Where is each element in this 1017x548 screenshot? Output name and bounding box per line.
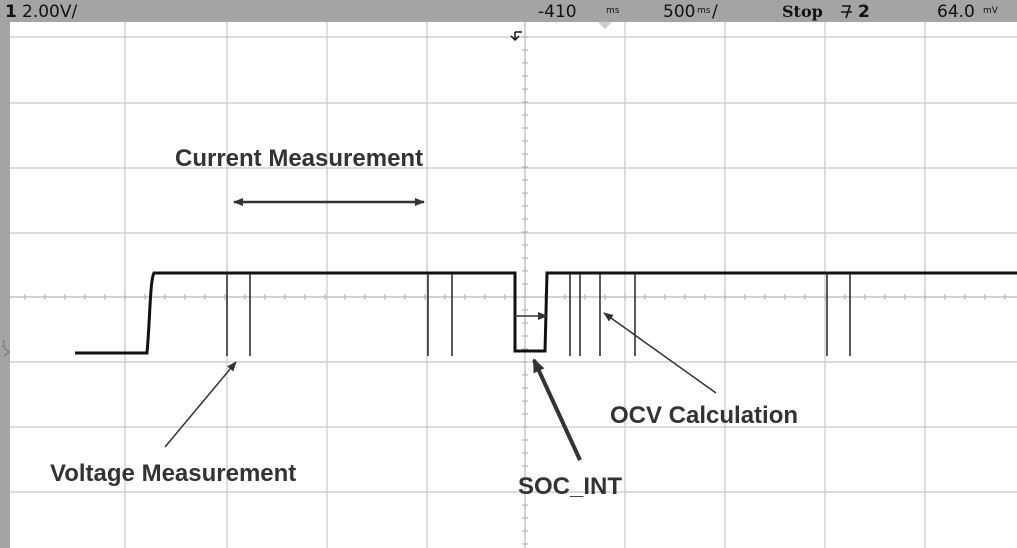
- ocv-label: OCV Calculation: [610, 402, 798, 429]
- delay-value: -410: [538, 2, 577, 22]
- trigger-position-icon: [510, 31, 522, 42]
- current-label: Current Measurement: [175, 145, 423, 172]
- vertical-scale: 2.00V/: [22, 2, 77, 22]
- trigger-slope-icon: [841, 5, 852, 19]
- run-state: Stop: [782, 2, 823, 21]
- soc-label: SOC_INT: [518, 473, 622, 500]
- timebase-suffix: /: [712, 2, 718, 22]
- left-strip: [0, 22, 10, 548]
- status-bar: [0, 0, 1017, 22]
- voltage-arrow: [164, 361, 237, 448]
- soc-arrow: [532, 358, 582, 461]
- trigger-channel: 2: [858, 2, 870, 22]
- grid: [10, 22, 1017, 548]
- spikes: [226, 273, 851, 356]
- waveform: [75, 271, 1017, 355]
- delay-marker: [598, 22, 612, 29]
- trigger-level-unit: mV: [983, 6, 999, 16]
- timebase-value: 500: [663, 2, 695, 22]
- timebase-unit: ms: [697, 6, 711, 16]
- ocv-arrow: [603, 312, 717, 394]
- axis-ticks: [24, 36, 1006, 545]
- delay-unit: ms: [606, 6, 620, 16]
- ground-arrow: [3, 347, 10, 357]
- trigger-level: 64.0: [937, 2, 975, 22]
- channel-number: 1: [5, 2, 17, 22]
- ground-marker: 1: [1, 339, 7, 350]
- voltage-label: Voltage Measurement: [50, 460, 296, 487]
